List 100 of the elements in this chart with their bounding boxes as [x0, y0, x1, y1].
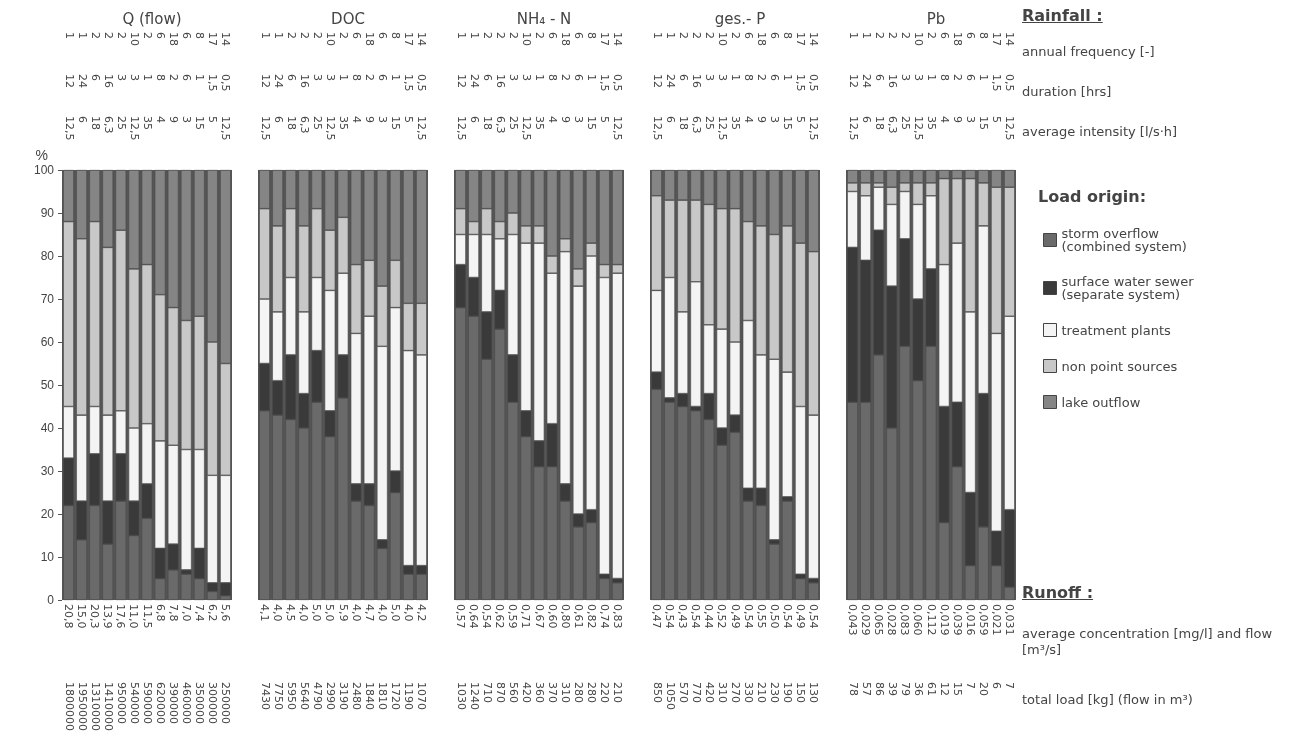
- text: 3: [376, 116, 390, 123]
- text: 15: [389, 116, 403, 130]
- x-tick-label: 0,029: [859, 604, 873, 636]
- text: 1190: [402, 682, 416, 710]
- chart-title: DOC: [331, 9, 365, 28]
- x-tick-label: 0,49: [728, 604, 742, 629]
- x-tick-label: 0,060: [911, 604, 925, 636]
- text: 6: [75, 116, 89, 123]
- text: 570: [676, 682, 690, 703]
- text: 1070: [415, 682, 429, 710]
- x-tick-label: 0,031: [1002, 604, 1016, 636]
- text: 10: [127, 32, 141, 46]
- text: average intensity [l/s·h]: [1022, 124, 1179, 140]
- x-tick-label: 0,065: [872, 604, 886, 636]
- text: 2990: [323, 682, 337, 710]
- text: 1030: [454, 682, 468, 710]
- text: 1: [271, 32, 285, 39]
- x-tick-label: 0,83: [610, 604, 624, 629]
- text: 9: [755, 116, 769, 123]
- text: 14: [611, 32, 625, 46]
- y-tick-label: 70: [40, 292, 55, 306]
- x-tick-label: 0,43: [676, 604, 690, 629]
- x-tick-label: 0,54: [806, 604, 820, 629]
- text: 12,5: [219, 116, 233, 141]
- x-tick-label: 0,019: [937, 604, 951, 636]
- text: 12: [663, 32, 690, 39]
- x-tick-label: 4,2: [414, 604, 428, 622]
- text: 4: [742, 116, 756, 123]
- text: 12,5: [1003, 116, 1017, 141]
- text: 2: [337, 32, 350, 39]
- text: 620000: [154, 682, 168, 724]
- x-tick-label: 0,54: [741, 604, 755, 629]
- text: 86: [872, 682, 886, 696]
- x-tick-label: 0,112: [924, 604, 938, 636]
- text: 24: [663, 74, 677, 88]
- y-tick-label: 50: [40, 378, 55, 392]
- legend-label: treatment plants: [1061, 322, 1172, 338]
- text: 18: [480, 116, 494, 130]
- text: 6: [88, 74, 102, 81]
- text: 4: [938, 116, 952, 123]
- text: 61: [925, 682, 938, 696]
- text: 12,5: [415, 116, 429, 141]
- y-tick-label: 80: [40, 249, 55, 263]
- text: 12,5: [715, 116, 729, 141]
- x-tick-label: 0,52: [715, 604, 729, 629]
- text: 210: [611, 682, 625, 703]
- text: 8: [781, 32, 795, 39]
- legend-label: lake outflow: [1061, 394, 1141, 410]
- x-tick-label: 20,8: [62, 604, 76, 629]
- text: 5: [598, 116, 612, 123]
- text: 310: [715, 682, 729, 703]
- text: 18: [951, 32, 965, 46]
- text: 12: [859, 32, 886, 39]
- text: 6: [964, 74, 978, 81]
- text: 6: [480, 74, 494, 81]
- x-tick-label: 0,039: [950, 604, 964, 636]
- text: 16: [885, 74, 899, 88]
- text: 590000: [141, 682, 154, 724]
- text: 17: [402, 32, 416, 46]
- x-tick-label: 0,016: [963, 604, 977, 636]
- text: 8: [193, 32, 207, 39]
- text: 18: [559, 32, 573, 46]
- category-label: 11,5: [389, 74, 416, 92]
- text: 2: [167, 74, 181, 81]
- x-tick-label: 17,6: [114, 604, 128, 629]
- text: 1: [650, 32, 664, 39]
- text: 0,5: [611, 74, 625, 92]
- text: 270: [729, 682, 742, 703]
- x-tick-label: 0,50: [767, 604, 781, 629]
- x-tick-label: 5,0: [323, 604, 337, 622]
- text: 12: [467, 32, 494, 39]
- text: 210: [506, 32, 533, 46]
- text: 370: [546, 682, 560, 703]
- x-tick-label: 4,0: [297, 604, 311, 622]
- text: 1950000: [75, 682, 89, 731]
- y-tick-label: 0: [47, 593, 55, 607]
- text: 2: [689, 32, 703, 39]
- text: 15: [585, 116, 599, 130]
- x-tick-label: 0,44: [702, 604, 716, 629]
- text: 35: [729, 116, 742, 130]
- y-tick-label: 20: [40, 507, 55, 521]
- text: 24: [859, 74, 873, 88]
- text: 12,5: [454, 116, 468, 141]
- text: 770: [689, 682, 703, 703]
- x-tick-label: 5,6: [218, 604, 232, 622]
- text: 24: [271, 74, 285, 88]
- text: 1840: [363, 682, 377, 710]
- text: 6: [768, 74, 782, 81]
- text: 6,3: [493, 116, 507, 134]
- x-tick-label: 0,67: [532, 604, 546, 629]
- text: 2: [363, 74, 377, 81]
- y-tick-label: 10: [40, 550, 55, 564]
- text: 20: [977, 682, 991, 696]
- text: 14: [415, 32, 429, 46]
- text: 17: [206, 32, 220, 46]
- text: 420: [702, 682, 716, 703]
- text: 25: [898, 116, 912, 130]
- chart-title: ges.- P: [714, 9, 766, 28]
- text: 12,5: [62, 116, 76, 141]
- text: 16: [689, 74, 703, 88]
